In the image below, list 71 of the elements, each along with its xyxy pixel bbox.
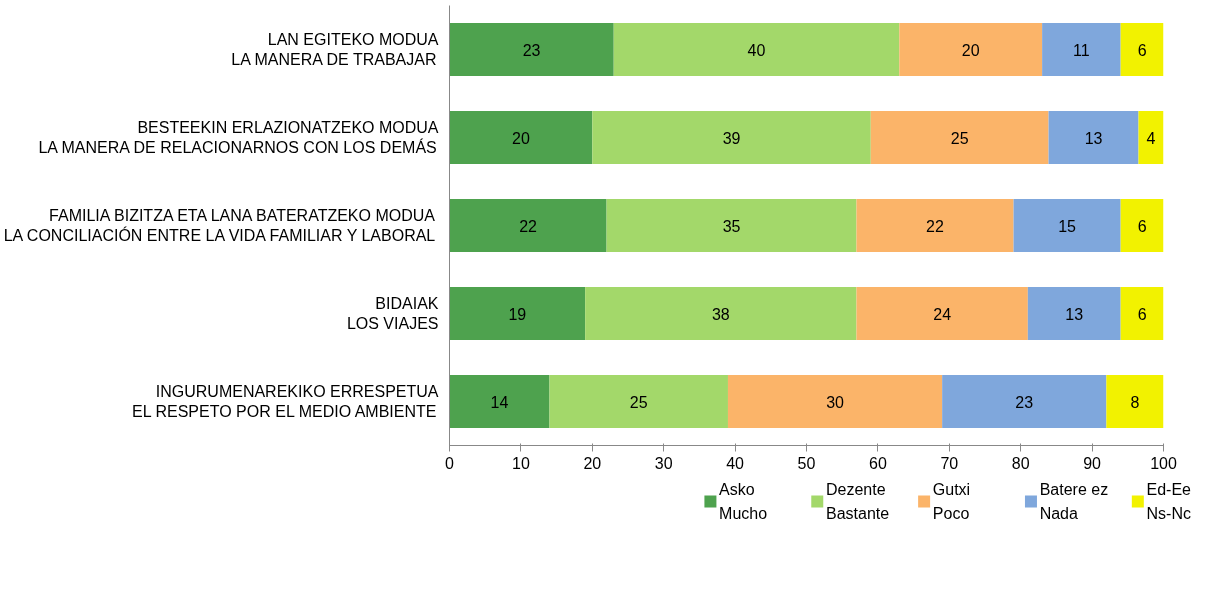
- data-label: 8: [1130, 393, 1140, 411]
- x-tick-label: 80: [1011, 454, 1030, 472]
- bar: [613, 23, 900, 76]
- data-label: 13: [1065, 305, 1084, 323]
- data-label: 23: [1015, 393, 1034, 411]
- bar: [856, 287, 1028, 340]
- legend-label: Asko Mucho: [719, 481, 768, 522]
- bar: [449, 111, 593, 164]
- data-label: 14: [490, 393, 509, 411]
- data-label: 4: [1146, 129, 1156, 147]
- legend-label: Gutxi Poco: [932, 481, 971, 522]
- data-label: 20: [961, 41, 980, 59]
- data-label: 39: [722, 129, 741, 147]
- x-tick-label: 0: [445, 454, 455, 472]
- data-label: 6: [1137, 41, 1147, 59]
- y-tick-label: BESTEEKIN ERLAZIONATZEKO MODUA LA MANERA DE RELACIONARNOS CON LOS DEMÁS: [38, 118, 439, 157]
- legend-label: Batere ez Nada: [1039, 481, 1109, 522]
- bar: [899, 23, 1043, 76]
- x-tick-label: 50: [797, 454, 816, 472]
- x-tick-label: 70: [940, 454, 959, 472]
- data-label: 22: [926, 217, 945, 235]
- bar: [592, 111, 871, 164]
- legend-label: Dezente Bastante: [825, 481, 890, 522]
- bar: [1120, 287, 1164, 340]
- bar: [585, 287, 857, 340]
- bar: [856, 199, 1014, 252]
- bar: [449, 375, 550, 428]
- bar: [449, 199, 607, 252]
- bar: [1013, 199, 1121, 252]
- bar: [549, 375, 728, 428]
- x-tick-label: 20: [583, 454, 602, 472]
- data-label: 25: [950, 129, 969, 147]
- data-label: 13: [1084, 129, 1103, 147]
- bar: [449, 23, 614, 76]
- data-label: 11: [1073, 41, 1090, 59]
- bar: [1120, 199, 1164, 252]
- x-tick-label: 100: [1150, 454, 1177, 472]
- legend-label: Ed-Ee Ns-Nc: [1146, 481, 1192, 522]
- bar: [1048, 111, 1139, 164]
- data-label: 6: [1137, 217, 1147, 235]
- data-label: 19: [508, 305, 527, 323]
- bar: [1027, 287, 1121, 340]
- bar: [1042, 23, 1121, 76]
- y-tick-label: FAMILIA BIZITZA ETA LANA BATERATZEKO MODUA LA CONCILIACIÓN ENTRE LA VIDA FAMILIAR Y LABORAL: [3, 206, 436, 245]
- bar: [1120, 23, 1164, 76]
- bar: [727, 375, 943, 428]
- bar: [1138, 111, 1164, 164]
- bar: [870, 111, 1049, 164]
- bar: [1106, 375, 1164, 428]
- data-label: 22: [519, 217, 538, 235]
- data-label: 6: [1137, 305, 1147, 323]
- data-label: 25: [629, 393, 648, 411]
- y-tick-label: LAN EGITEKO MODUA LA MANERA DE TRABAJAR: [231, 30, 439, 69]
- data-label: 38: [711, 305, 730, 323]
- data-label: 15: [1058, 217, 1077, 235]
- y-tick-label: INGURUMENAREKIKO ERRESPETUA EL RESPETO POR EL MEDIO AMBIENTE: [132, 382, 439, 421]
- data-label: 24: [933, 305, 952, 323]
- x-tick-label: 10: [512, 454, 530, 472]
- data-label: 35: [722, 217, 741, 235]
- y-tick-label: BIDAIAK LOS VIAJES: [346, 294, 439, 333]
- data-label: 23: [522, 41, 541, 59]
- x-tick-label: 40: [726, 454, 745, 472]
- data-label: 40: [747, 41, 766, 59]
- data-label: 30: [826, 393, 845, 411]
- x-tick-label: 30: [654, 454, 673, 472]
- bar: [942, 375, 1107, 428]
- bar: [606, 199, 857, 252]
- x-tick-label: 60: [869, 454, 887, 472]
- bar: [449, 287, 586, 340]
- x-tick-label: 90: [1083, 454, 1102, 472]
- data-label: 20: [512, 129, 530, 147]
